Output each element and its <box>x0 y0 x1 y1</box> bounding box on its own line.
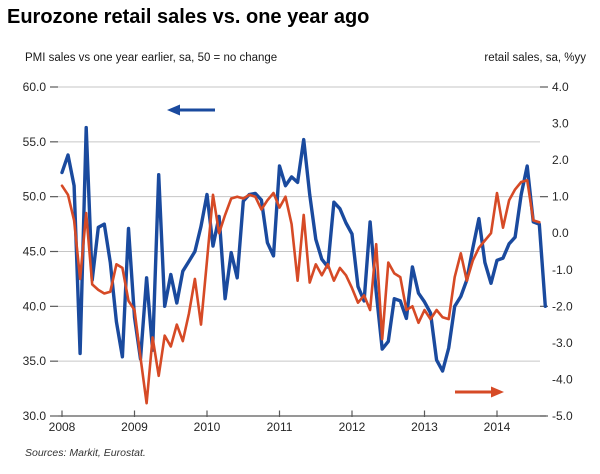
x-axis-tick-label: 2010 <box>194 420 221 434</box>
x-axis-tick-label: 2013 <box>411 420 438 434</box>
right-axis-tick-label: -1.0 <box>552 263 573 277</box>
right-axis-tick-label: -3.0 <box>552 336 573 350</box>
right-axis-tick-label: 2.0 <box>552 153 569 167</box>
left-axis-caption: PMI sales vs one year earlier, sa, 50 = … <box>25 52 278 64</box>
left-axis-tick-label: 35.0 <box>23 354 47 368</box>
left-axis-tick-label: 30.0 <box>23 409 47 423</box>
x-axis-tick-label: 2009 <box>121 420 148 434</box>
retail-series-arrow-head-icon <box>491 386 504 398</box>
chart-title: Eurozone retail sales vs. one year ago <box>7 6 370 28</box>
pmi-line <box>60 125 547 373</box>
right-axis-tick-label: -4.0 <box>552 372 573 386</box>
x-axis-tick-label: 2014 <box>484 420 511 434</box>
left-axis-tick-label: 50.0 <box>23 190 47 204</box>
right-axis-tick-label: -5.0 <box>552 409 573 423</box>
right-axis-tick-label: -2.0 <box>552 299 573 313</box>
right-axis-tick-label: 3.0 <box>552 117 569 131</box>
source-note: Sources: Markit, Eurostat. <box>25 447 146 459</box>
x-axis-tick-label: 2011 <box>267 420 293 434</box>
right-axis-caption: retail sales, sa, %yy <box>484 52 586 64</box>
left-axis-tick-label: 55.0 <box>23 135 47 149</box>
pmi-series-arrow-head-icon <box>167 104 180 116</box>
left-axis-tick-label: 40.0 <box>23 299 47 313</box>
right-axis-tick-label: 1.0 <box>552 190 569 204</box>
x-axis-tick-label: 2008 <box>49 420 76 434</box>
right-axis-tick-label: 4.0 <box>552 80 569 94</box>
right-axis-tick-label: 0.0 <box>552 226 569 240</box>
left-axis-tick-label: 45.0 <box>23 245 47 259</box>
retail-line <box>60 178 541 405</box>
x-axis-tick-label: 2012 <box>339 420 366 434</box>
left-axis-tick-label: 60.0 <box>23 80 47 94</box>
